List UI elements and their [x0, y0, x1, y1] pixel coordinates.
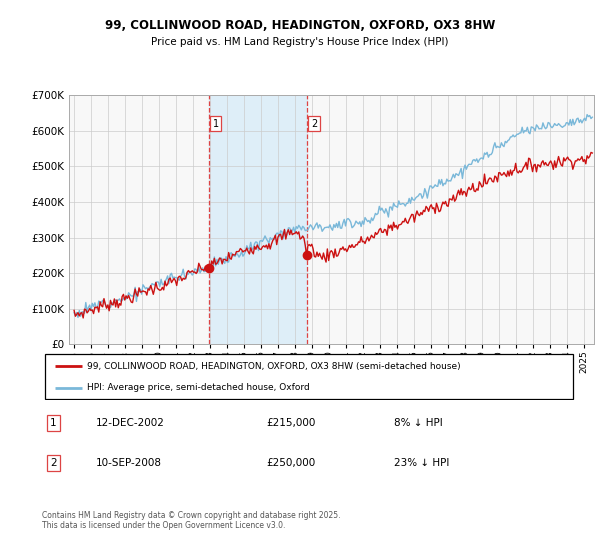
Text: 1: 1	[213, 119, 219, 129]
Text: 8% ↓ HPI: 8% ↓ HPI	[394, 418, 443, 428]
Text: Price paid vs. HM Land Registry's House Price Index (HPI): Price paid vs. HM Land Registry's House …	[151, 37, 449, 47]
Text: £215,000: £215,000	[266, 418, 316, 428]
Text: 2: 2	[311, 119, 317, 129]
Text: 23% ↓ HPI: 23% ↓ HPI	[394, 459, 450, 468]
Text: 10-SEP-2008: 10-SEP-2008	[95, 459, 161, 468]
Bar	[209, 95, 307, 344]
Text: 12-DEC-2002: 12-DEC-2002	[95, 418, 164, 428]
Text: HPI: Average price, semi-detached house, Oxford: HPI: Average price, semi-detached house,…	[88, 383, 310, 392]
Text: 1: 1	[50, 418, 56, 428]
Text: Contains HM Land Registry data © Crown copyright and database right 2025.
This d: Contains HM Land Registry data © Crown c…	[42, 511, 341, 530]
Text: 99, COLLINWOOD ROAD, HEADINGTON, OXFORD, OX3 8HW: 99, COLLINWOOD ROAD, HEADINGTON, OXFORD,…	[105, 18, 495, 32]
Text: 99, COLLINWOOD ROAD, HEADINGTON, OXFORD, OX3 8HW (semi-detached house): 99, COLLINWOOD ROAD, HEADINGTON, OXFORD,…	[88, 362, 461, 371]
Text: 2: 2	[50, 459, 56, 468]
FancyBboxPatch shape	[44, 354, 574, 399]
Text: £250,000: £250,000	[266, 459, 316, 468]
